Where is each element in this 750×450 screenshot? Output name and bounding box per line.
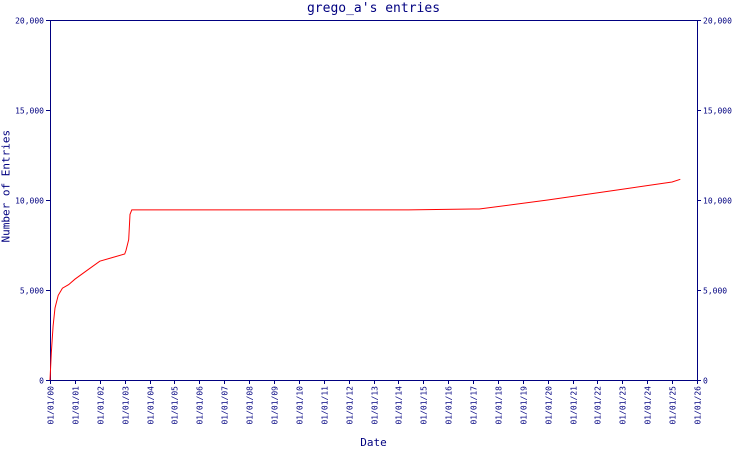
- x-tick-label: 01/01/24: [644, 386, 653, 425]
- x-tick-label: 01/01/11: [321, 386, 330, 425]
- y-tick-label-right: 15,000: [703, 107, 732, 116]
- y-tick-label-right: 0: [703, 377, 708, 386]
- y-ticks-right: 0 5,000 10,000 15,000 20,000: [697, 17, 732, 386]
- x-tick-label: 01/01/01: [72, 386, 81, 425]
- x-tick-label: 01/01/17: [470, 386, 479, 425]
- x-tick-label: 01/01/19: [520, 386, 529, 425]
- chart-title: grego_a's entries: [306, 1, 441, 16]
- x-tick-label: 01/01/04: [147, 386, 156, 425]
- x-axis-label: Date: [360, 436, 387, 449]
- x-tick-label: 01/01/02: [97, 386, 106, 425]
- x-tick-label: 01/01/06: [196, 386, 205, 425]
- x-tick-label: 01/01/16: [445, 386, 454, 425]
- x-tick-label: 01/01/09: [271, 386, 280, 425]
- x-tick-label: 01/01/18: [495, 386, 504, 425]
- x-tick-label: 01/01/26: [694, 386, 703, 425]
- x-tick-label: 01/01/25: [669, 386, 678, 425]
- y-tick-label-right: 5,000: [703, 287, 727, 296]
- x-tick-label: 01/01/23: [619, 386, 628, 425]
- y-tick-label-right: 20,000: [703, 17, 732, 26]
- x-ticks: 01/01/00 01/01/01 01/01/02 01/01/03 01/01/04…: [47, 380, 703, 425]
- y-tick-label-right: 10,000: [703, 197, 732, 206]
- series-line: [49, 178, 681, 381]
- y-tick-label-left: 15,000: [15, 107, 44, 116]
- y-tick-label-left: 20,000: [15, 17, 44, 26]
- y-tick-label-left: 5,000: [20, 287, 44, 296]
- plot-frame: [50, 20, 698, 381]
- x-tick-label: 01/01/22: [594, 386, 603, 425]
- y-tick-label-left: 10,000: [15, 197, 44, 206]
- x-tick-label: 01/01/00: [47, 386, 56, 425]
- y-ticks-left: 0 5,000 10,000 15,000 20,000: [15, 17, 50, 386]
- x-tick-label: 01/01/03: [122, 386, 131, 425]
- plot-axes: [50, 20, 698, 381]
- x-tick-label: 01/01/08: [246, 386, 255, 425]
- x-tick-label: 01/01/21: [570, 386, 579, 425]
- x-tick-label: 01/01/05: [171, 386, 180, 425]
- x-tick-label: 01/01/07: [221, 386, 230, 425]
- x-tick-label: 01/01/10: [296, 386, 305, 425]
- x-tick-label: 01/01/20: [545, 386, 554, 425]
- x-tick-label: 01/01/13: [371, 386, 380, 425]
- y-axis-label: Number of Entries: [0, 129, 13, 243]
- x-tick-label: 01/01/15: [420, 386, 429, 425]
- x-tick-label: 01/01/14: [395, 386, 404, 425]
- x-tick-label: 01/01/12: [346, 386, 355, 425]
- y-tick-label-left: 0: [39, 377, 44, 386]
